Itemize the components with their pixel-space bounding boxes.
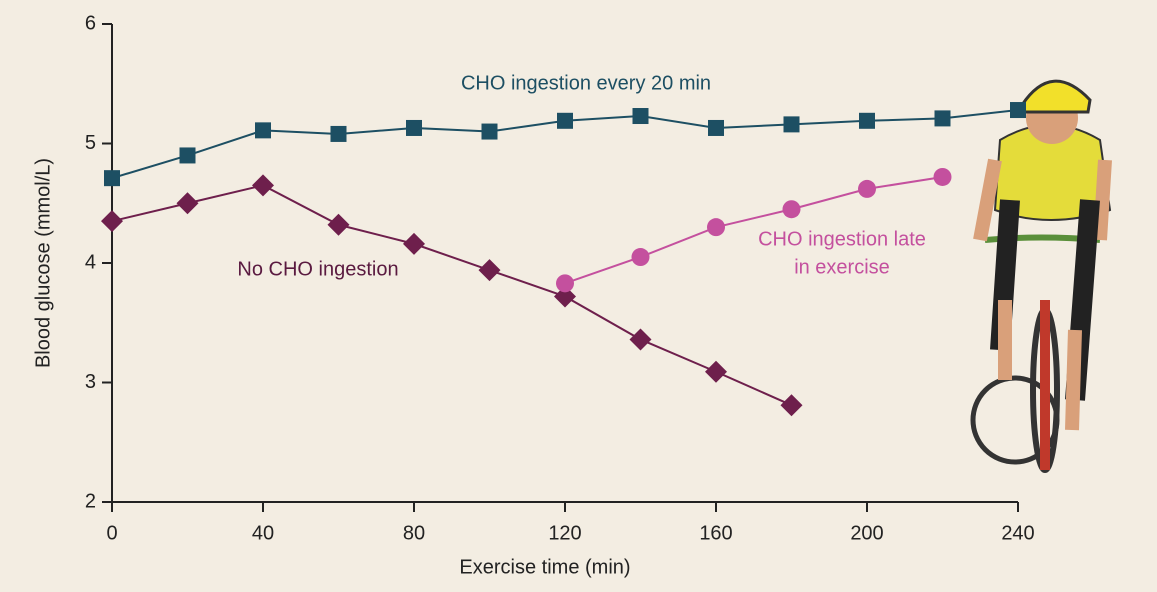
marker-circle <box>707 218 725 236</box>
marker-square <box>935 110 951 126</box>
series-label: in exercise <box>794 256 890 278</box>
marker-circle <box>934 168 952 186</box>
x-tick-label: 0 <box>106 522 117 544</box>
x-tick-label: 80 <box>403 522 425 544</box>
y-axis-label: Blood glucose (mmol/L) <box>32 158 54 368</box>
x-tick-label: 120 <box>548 522 581 544</box>
y-tick-label: 3 <box>85 371 96 393</box>
marker-square <box>255 122 271 138</box>
marker-square <box>331 126 347 142</box>
series-label: No CHO ingestion <box>237 258 398 280</box>
x-tick-label: 200 <box>850 522 883 544</box>
chart: 2 3 4 5 6 0 40 80 120 160 200 240 Exercise time (min… <box>0 0 1157 592</box>
marker-square <box>180 147 196 163</box>
marker-circle <box>783 200 801 218</box>
marker-square <box>633 108 649 124</box>
marker-square <box>1010 102 1026 118</box>
marker-square <box>557 113 573 129</box>
x-tick-label: 240 <box>1001 522 1034 544</box>
x-tick-label: 160 <box>699 522 732 544</box>
marker-circle <box>632 248 650 266</box>
marker-square <box>104 170 120 186</box>
x-tick-label: 40 <box>252 522 274 544</box>
y-tick-label: 2 <box>85 490 96 512</box>
marker-square <box>859 113 875 129</box>
series-label: CHO ingestion every 20 min <box>461 72 711 94</box>
y-tick-label: 4 <box>85 251 96 273</box>
series-label: CHO ingestion late <box>758 228 926 250</box>
marker-square <box>482 124 498 140</box>
marker-circle <box>858 180 876 198</box>
x-axis-label: Exercise time (min) <box>459 556 630 578</box>
marker-square <box>784 116 800 132</box>
marker-circle <box>556 274 574 292</box>
marker-square <box>708 120 724 136</box>
y-tick-label: 6 <box>85 12 96 34</box>
marker-square <box>406 120 422 136</box>
y-tick-label: 5 <box>85 132 96 154</box>
